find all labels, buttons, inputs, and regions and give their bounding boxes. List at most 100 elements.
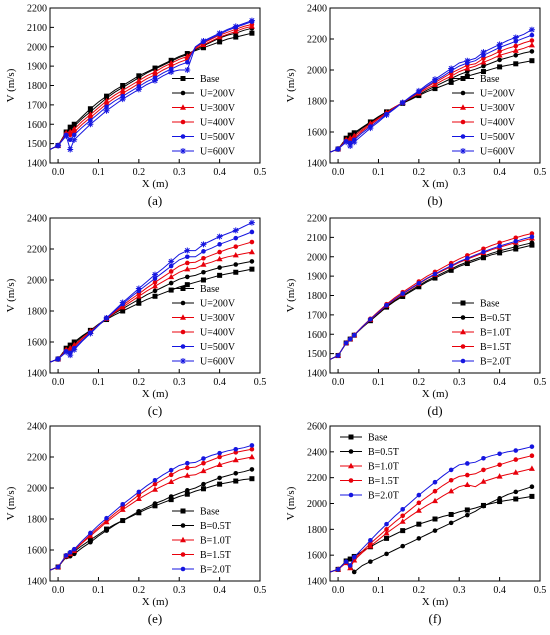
series-line [329,468,533,573]
chart-panel: 0.0 0.1 0.2 0.3 0.4 0.5 1400 1500 1600 1700 1800 19… [285,214,546,419]
legend-marker [460,119,466,125]
legend-marker [460,90,466,96]
data-point [480,49,487,56]
data-point [200,37,207,44]
data-point [233,446,239,452]
y-tick-label: 1400 [307,577,327,588]
data-point [168,60,175,66]
plot-frame [329,7,541,164]
y-tick-label: 2600 [307,422,327,433]
x-tick-label: 0.0 [52,167,65,178]
series-line [49,468,253,571]
legend-marker [348,462,354,469]
legend-label: U=200V [480,89,516,100]
data-point [233,269,239,275]
data-point [168,497,174,503]
legend-label: U=600V [200,147,236,158]
data-point [513,235,519,241]
legend-marker [348,434,354,440]
legend-marker [460,148,466,154]
y-tick-label: 2400 [27,422,47,433]
legend-label: Base [480,74,500,85]
y-tick-label: 1400 [307,369,327,380]
data-series [329,235,535,360]
data-series [49,19,255,150]
y-axis-title: V (m/s) [285,486,297,520]
data-point [464,57,471,64]
legend-marker [180,552,186,557]
legend-marker [460,76,466,81]
series-line [49,21,253,150]
legend-label: B=1.0T [480,328,511,339]
x-tick-label: 0.2 [133,167,146,178]
legend-marker [180,76,186,81]
data-point [233,262,239,267]
data-point [152,288,158,294]
y-tick-label: 1400 [307,159,327,170]
legend-label: B=1.5T [200,550,231,561]
x-tick-label: 0.5 [254,585,267,596]
data-point [448,488,455,494]
data-point [152,501,158,506]
data-point [232,227,239,234]
data-point [465,472,470,478]
series-line [329,455,533,573]
legend-label: Base [480,299,500,310]
data-point [465,461,470,466]
x-tick-label: 0.4 [493,167,506,178]
legend-marker [180,90,186,96]
data-point [512,469,519,475]
data-point [335,567,341,572]
data-point [528,42,535,48]
legend: Base U=200V U=300V U=400V U=500V U=600V [172,74,236,158]
x-tick-label: 0.3 [453,377,466,388]
data-point [347,336,353,342]
data-point [200,486,206,492]
data-point [119,87,126,93]
x-axis-title: X (m) [142,388,169,400]
data-point [87,330,94,337]
data-point [448,511,454,517]
data-point [135,495,142,502]
series-line [49,444,253,571]
series-line [49,222,253,363]
data-point [216,30,223,37]
x-tick-label: 0.0 [332,585,345,596]
legend-marker [460,344,466,349]
series-line [329,50,532,153]
y-tick-label: 2100 [307,233,327,244]
data-point [217,272,223,278]
x-tick-label: 0.5 [254,167,267,178]
data-point [448,79,454,85]
data-point [400,513,405,519]
data-point [383,530,390,536]
data-point [168,472,174,478]
data-point [432,488,438,494]
legend-marker [180,119,186,125]
plot-frame [49,217,261,374]
data-point [347,142,354,149]
data-point [529,38,535,43]
data-point [67,550,73,555]
y-tick-label: 2200 [307,35,327,46]
data-point [152,293,158,299]
data-point [217,249,222,255]
y-tick-label: 2400 [307,4,327,15]
series-line [329,236,533,360]
data-point [88,539,93,545]
data-point [232,252,239,258]
data-point [351,139,358,146]
x-tick-label: 0.1 [92,167,105,178]
legend-label: B=0.5T [368,447,399,458]
data-point [168,263,174,269]
data-point [168,287,174,293]
y-tick-label: 2100 [27,23,47,34]
data-point [384,551,389,557]
data-point [152,276,158,281]
legend-label: B=2.0T [368,491,399,502]
data-point [368,559,373,564]
data-point [399,518,406,524]
x-tick-label: 0.2 [413,377,426,388]
data-point [480,59,487,65]
data-point [217,481,223,487]
